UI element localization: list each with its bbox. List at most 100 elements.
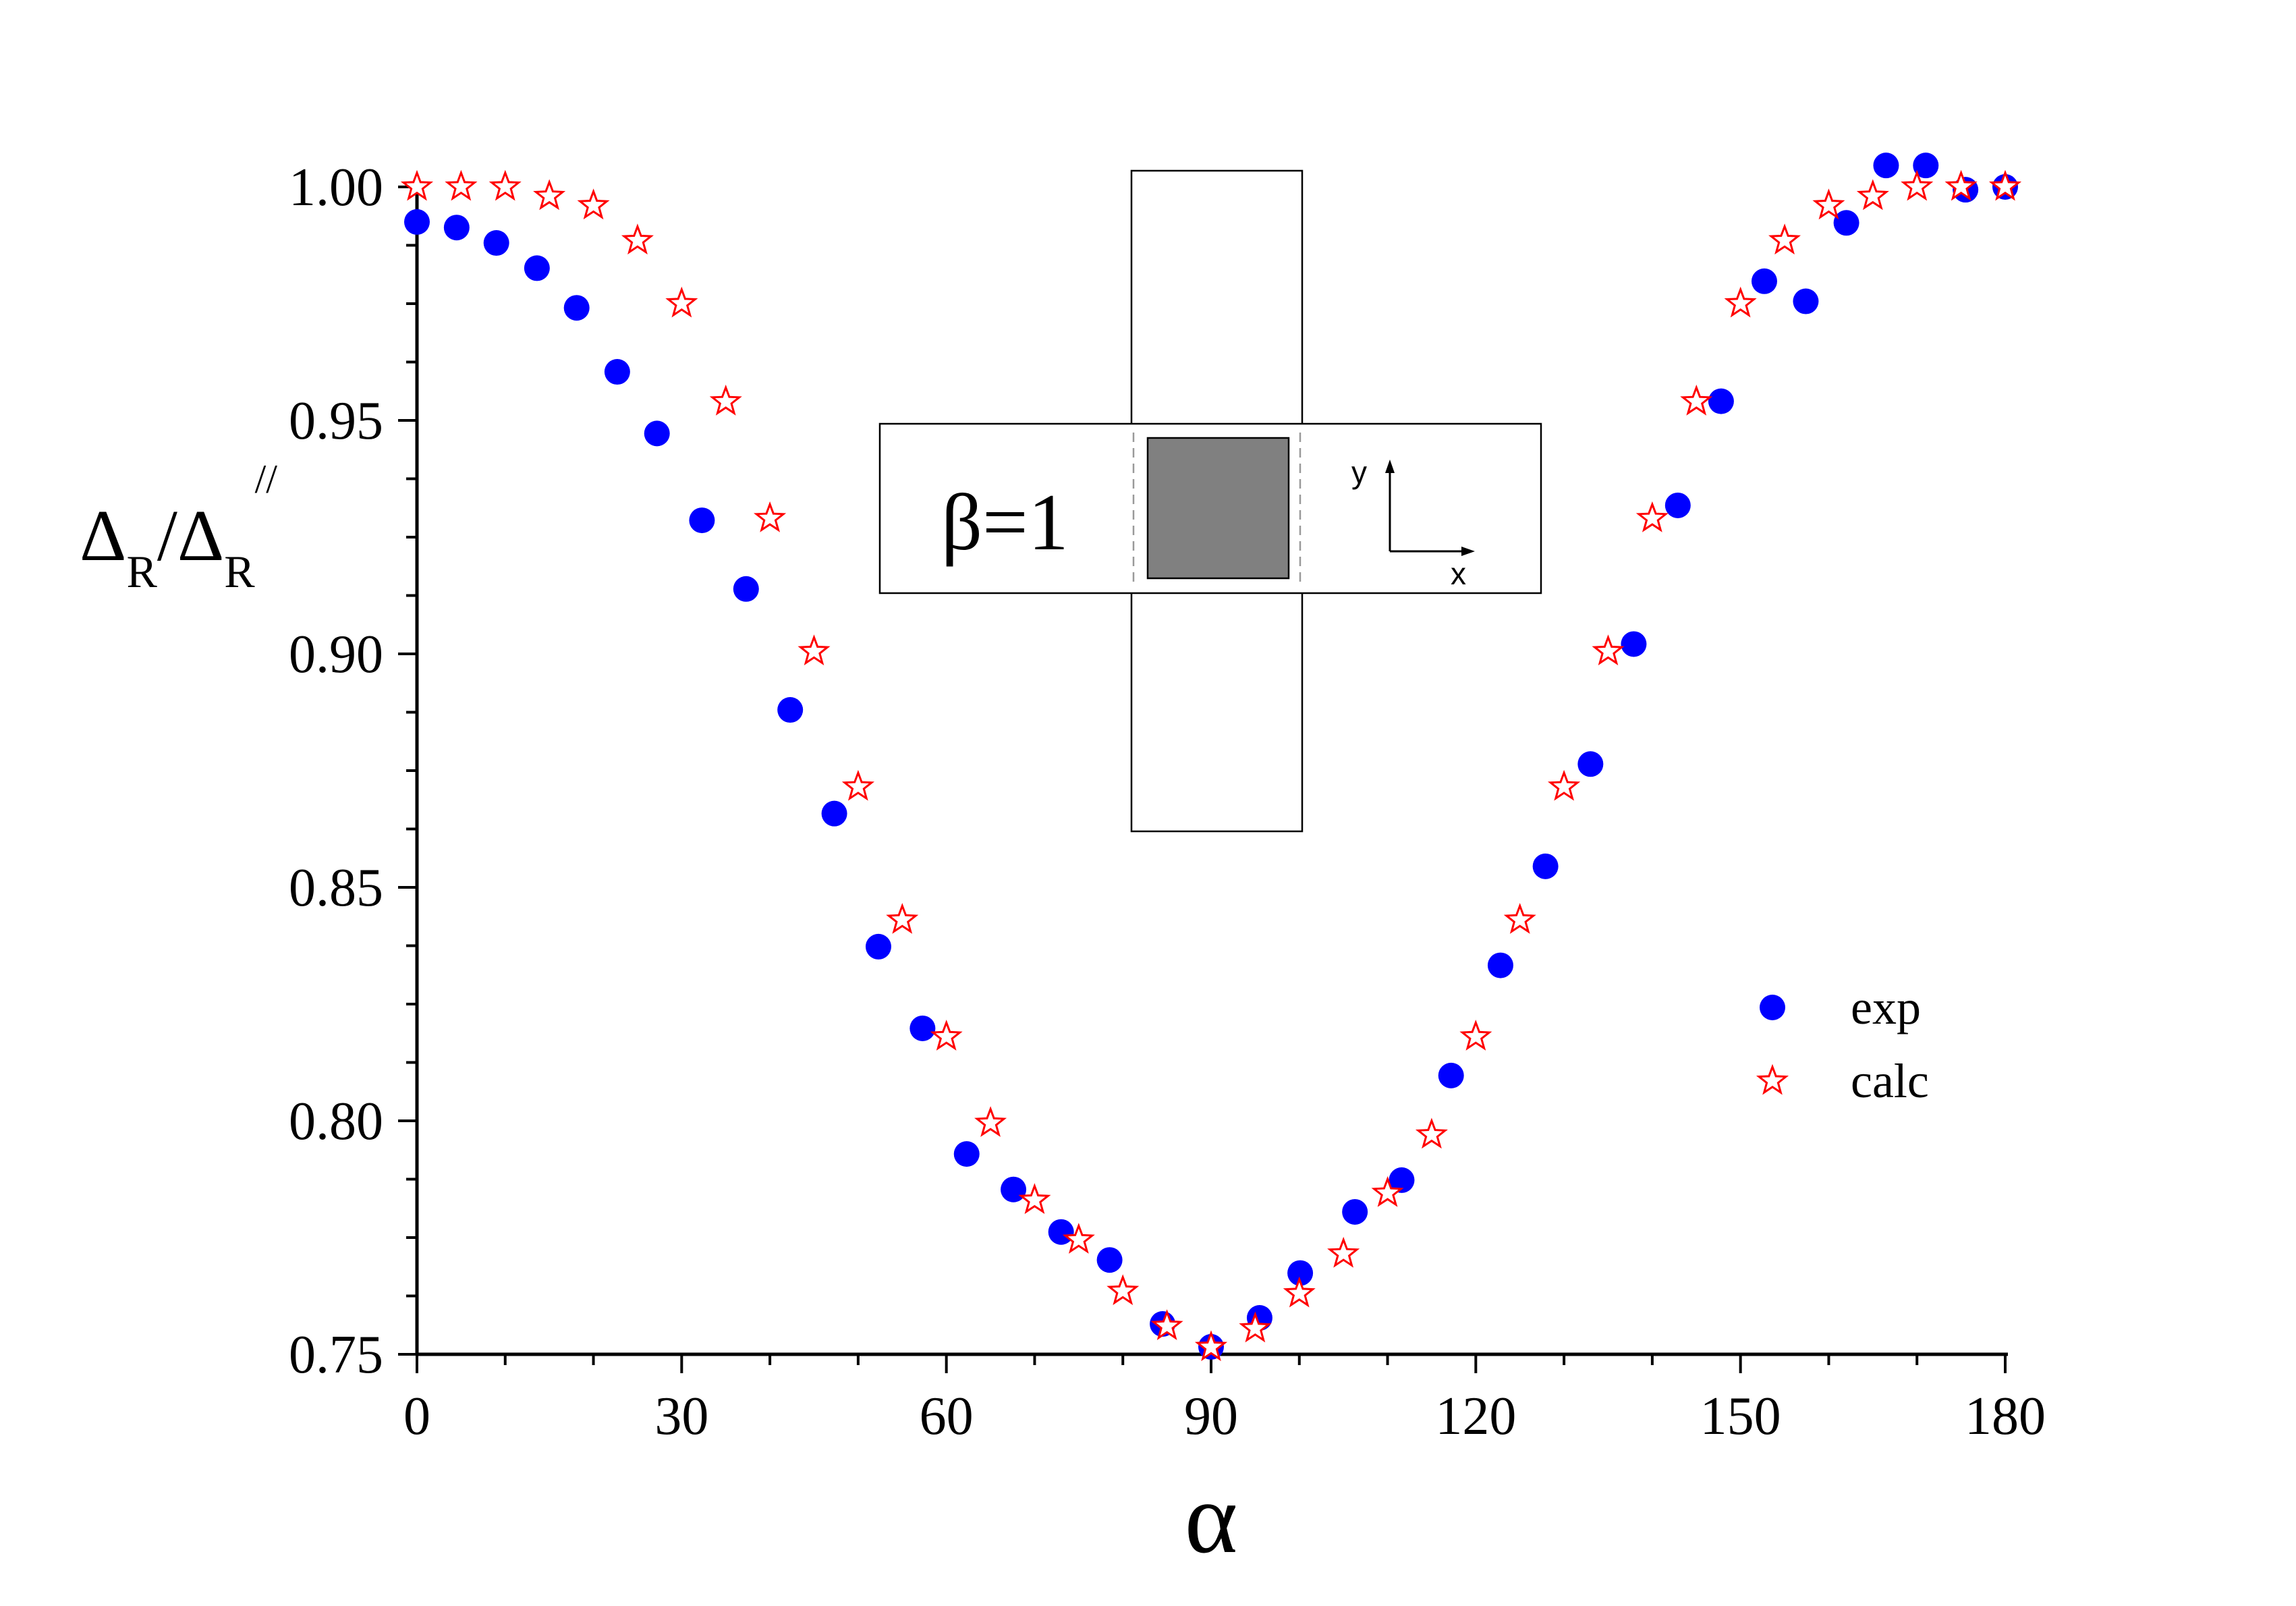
y-tick-label: 0.90	[289, 625, 383, 684]
calc-point	[1768, 223, 1801, 255]
calc-point	[1724, 286, 1757, 318]
x-tick-label: 120	[1435, 1387, 1516, 1446]
calc-point	[1856, 179, 1889, 211]
exp-point	[1438, 1062, 1464, 1088]
legend-exp-label: exp	[1851, 980, 1921, 1034]
legend-calc-marker	[1756, 1063, 1789, 1095]
calc-point	[797, 634, 831, 665]
exp-point	[404, 209, 430, 235]
x-axis-title: α	[1185, 1462, 1238, 1574]
calc-point	[1680, 385, 1713, 416]
calc-point	[1944, 169, 1978, 201]
calc-point	[665, 286, 698, 318]
calc-point	[709, 385, 742, 416]
calc-point	[841, 769, 874, 801]
calc-point	[1592, 634, 1625, 665]
calc-point	[533, 179, 566, 211]
exp-point	[1913, 153, 1939, 179]
exp-point	[1287, 1260, 1314, 1286]
inset-y-axis-label: y	[1351, 455, 1367, 490]
legend: exp calc	[1756, 980, 1929, 1108]
exp-point	[865, 933, 891, 960]
calc-point	[930, 1020, 963, 1051]
inset-diagram: β=1 y x	[878, 169, 1542, 833]
inset-square	[1146, 437, 1290, 580]
calc-point	[974, 1106, 1007, 1137]
calc-point	[1415, 1117, 1448, 1149]
y-tick-label: 0.80	[289, 1092, 383, 1151]
y-tick-label: 0.75	[289, 1325, 383, 1385]
exp-point	[733, 576, 759, 602]
calc-point	[1988, 169, 2022, 201]
calc-point	[1107, 1274, 1140, 1306]
x-tick-label: 90	[1184, 1387, 1238, 1446]
exp-point	[1708, 388, 1734, 414]
exp-point	[1048, 1219, 1074, 1245]
x-tick-label: 0	[403, 1387, 430, 1446]
calc-point	[1062, 1223, 1095, 1254]
calc-point	[577, 188, 610, 220]
x-tick-label: 60	[920, 1387, 974, 1446]
plot-axes: 0 30 60 90 120 150 180 0.75 0.80 0.85 0.90 0.95 1.00…	[80, 158, 2046, 1574]
inset-x-axis-label: x	[1451, 556, 1466, 591]
y-axis-title: ΔR/ΔR//	[80, 457, 277, 597]
calc-point	[1635, 501, 1669, 532]
x-tick-label: 30	[654, 1387, 708, 1446]
calc-point	[400, 169, 434, 201]
legend-exp-marker	[1760, 995, 1785, 1020]
exp-point	[1833, 210, 1859, 236]
y-tick-label: 0.85	[289, 858, 383, 918]
exp-point	[777, 697, 804, 723]
calc-point	[1239, 1311, 1272, 1343]
exp-point	[563, 295, 590, 321]
exp-point	[443, 215, 470, 241]
calc-point	[621, 223, 654, 255]
exp-point	[953, 1141, 980, 1167]
inset-y-arrowhead	[1385, 460, 1395, 473]
calc-point	[1459, 1020, 1492, 1051]
inset-beta-label: β=1	[941, 477, 1069, 567]
series-calc	[400, 169, 2022, 1362]
exp-point	[483, 230, 509, 256]
exp-point	[689, 507, 715, 534]
x-tick-label: 180	[1965, 1387, 2046, 1446]
exp-point	[604, 359, 630, 385]
exp-point	[909, 1015, 936, 1041]
y-tick-label: 1.00	[289, 158, 383, 217]
calc-point	[1283, 1276, 1316, 1308]
calc-point	[1548, 769, 1581, 801]
exp-point	[1487, 952, 1513, 978]
calc-point	[1150, 1309, 1183, 1340]
exp-point	[1621, 631, 1647, 657]
exp-point	[644, 420, 670, 447]
series-exp	[404, 153, 2018, 1360]
legend-calc-label: calc	[1851, 1054, 1929, 1108]
calc-point	[1327, 1236, 1360, 1268]
exp-point	[1873, 153, 1899, 179]
calc-point	[754, 501, 787, 532]
exp-point	[1577, 751, 1604, 777]
exp-point	[1389, 1167, 1415, 1193]
exp-point	[1001, 1176, 1027, 1202]
calc-point	[1901, 169, 1934, 201]
exp-point	[1793, 288, 1819, 314]
exp-point	[1751, 268, 1777, 294]
calc-point	[1194, 1330, 1228, 1362]
exp-point	[1532, 853, 1559, 879]
x-tick-label: 150	[1700, 1387, 1781, 1446]
calc-point	[886, 903, 919, 934]
inset-x-arrowhead	[1461, 547, 1475, 556]
calc-point	[488, 169, 522, 201]
exp-point	[1342, 1198, 1368, 1225]
calc-point	[1812, 188, 1845, 220]
exp-point	[1096, 1247, 1123, 1273]
calc-point	[445, 169, 478, 201]
y-tick-label: 0.95	[289, 391, 383, 451]
calc-point	[1018, 1183, 1051, 1215]
calc-point	[1371, 1176, 1404, 1207]
exp-point	[524, 255, 550, 281]
calc-point	[1503, 903, 1536, 934]
exp-point	[821, 800, 847, 827]
